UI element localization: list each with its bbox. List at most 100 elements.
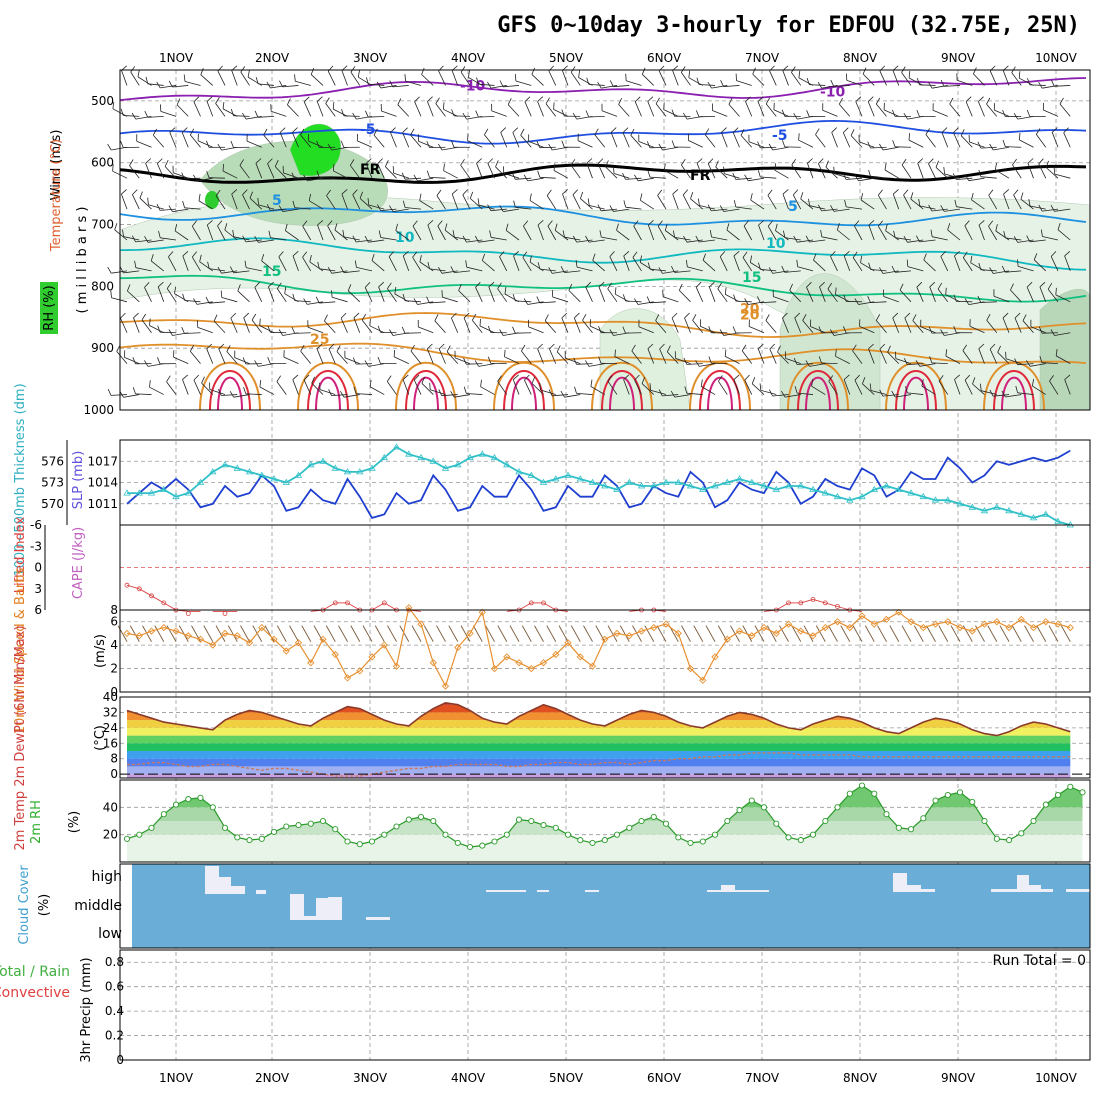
wind-speed-point bbox=[980, 620, 989, 628]
wind-barb bbox=[327, 143, 333, 151]
thickness-point bbox=[944, 496, 952, 503]
wind-barb bbox=[231, 193, 238, 210]
thickness-point bbox=[772, 485, 781, 492]
wind-barb bbox=[392, 85, 409, 88]
wind-barb bbox=[556, 351, 569, 364]
wind-barb bbox=[892, 70, 900, 86]
wind-barb bbox=[266, 81, 271, 89]
wind-barb bbox=[882, 146, 899, 151]
wind-barb bbox=[520, 128, 525, 136]
wind-barb bbox=[811, 385, 826, 395]
wind-barb bbox=[726, 223, 730, 231]
surface-wind-barb bbox=[766, 625, 777, 642]
wind-barb bbox=[969, 325, 985, 334]
wind-barb bbox=[988, 195, 998, 210]
wind-barb bbox=[1038, 326, 1043, 334]
thickness-point bbox=[576, 475, 585, 482]
wind-barb bbox=[908, 71, 911, 79]
wind-barb bbox=[877, 225, 887, 241]
cloud-unit-label: (%) bbox=[37, 894, 52, 917]
wind-barb bbox=[332, 102, 335, 110]
wind-barb bbox=[749, 326, 765, 334]
isotherm-label: -5 bbox=[360, 122, 376, 138]
wind-barb bbox=[797, 239, 814, 243]
temp-contour bbox=[315, 376, 341, 411]
surface-wind-barb bbox=[815, 625, 826, 642]
wind-barb bbox=[182, 251, 189, 257]
wind-barb bbox=[548, 70, 557, 86]
rh-point bbox=[417, 813, 425, 820]
wind-barb bbox=[478, 115, 495, 118]
wind-barb bbox=[965, 101, 973, 117]
thickness-point bbox=[233, 464, 242, 471]
wind-barb bbox=[671, 317, 679, 333]
wind-speed-point bbox=[637, 627, 646, 635]
wind-barb bbox=[594, 128, 599, 135]
wind-barb bbox=[712, 110, 728, 117]
wind-barb bbox=[702, 259, 716, 272]
wind-barb bbox=[545, 103, 557, 117]
wind-barb bbox=[319, 301, 336, 304]
wind-barb bbox=[500, 127, 507, 133]
wind-barb bbox=[835, 294, 850, 303]
wind-barb bbox=[973, 73, 985, 86]
wind-barb bbox=[333, 108, 348, 117]
wind-barb bbox=[1057, 222, 1061, 230]
wind-barb bbox=[215, 189, 221, 197]
wind-barb bbox=[107, 143, 112, 151]
wind-barb bbox=[217, 70, 226, 86]
wind-barb bbox=[1027, 78, 1031, 86]
wind-barb bbox=[230, 317, 238, 333]
cloud-cover-bar bbox=[735, 890, 769, 892]
wind-barb bbox=[378, 281, 385, 288]
wind-barb bbox=[928, 158, 934, 165]
wind-barb bbox=[782, 140, 786, 148]
wind-barb bbox=[215, 97, 220, 104]
wind-barb bbox=[1063, 127, 1069, 133]
wind-barb bbox=[740, 135, 753, 148]
wind-barb bbox=[135, 115, 152, 120]
wind-barb bbox=[319, 268, 336, 272]
wind-barb bbox=[986, 103, 998, 117]
wind-speed-point bbox=[576, 653, 584, 661]
wind-barb bbox=[758, 224, 765, 241]
wind-barb bbox=[512, 379, 520, 395]
isotherm-label: 20 bbox=[740, 307, 760, 323]
wind-barb bbox=[157, 281, 164, 288]
wind-barb bbox=[877, 195, 887, 210]
wind-barb bbox=[757, 348, 765, 364]
wind-barb bbox=[303, 298, 308, 305]
rh-point bbox=[528, 817, 535, 825]
wind-barb bbox=[309, 261, 324, 272]
temp-contour bbox=[297, 361, 359, 411]
wind-barb bbox=[852, 251, 858, 258]
wind-barb bbox=[633, 225, 642, 241]
cape-li-panel bbox=[120, 567, 1090, 616]
wind-barb bbox=[590, 325, 605, 334]
wind-barb bbox=[218, 389, 222, 396]
surface-wind-barb bbox=[570, 625, 581, 642]
wind-speed-point bbox=[772, 629, 780, 638]
wind-barb bbox=[634, 101, 642, 117]
wind-barb bbox=[546, 189, 552, 196]
wind-barb bbox=[1026, 235, 1031, 242]
wind-barb bbox=[578, 70, 580, 78]
isotherm-label: 15 bbox=[262, 264, 281, 280]
wind-barb bbox=[294, 177, 311, 180]
wind-barb bbox=[503, 208, 520, 212]
wind-barb bbox=[585, 281, 591, 288]
wind-barb bbox=[487, 325, 492, 333]
temp-contour bbox=[707, 376, 733, 411]
wind-barb bbox=[667, 351, 679, 364]
wind-barb bbox=[891, 265, 896, 273]
wind-barb bbox=[552, 146, 569, 151]
wind-barb bbox=[413, 298, 418, 305]
wind-barb bbox=[977, 141, 982, 149]
wind-barb bbox=[995, 224, 998, 232]
wind-barb bbox=[1051, 127, 1058, 133]
wind-barb bbox=[206, 343, 213, 350]
wind-speed-point bbox=[846, 623, 854, 632]
wind-barb bbox=[1059, 97, 1064, 105]
wind-speed-point bbox=[588, 662, 597, 670]
wind-barb bbox=[160, 85, 177, 89]
